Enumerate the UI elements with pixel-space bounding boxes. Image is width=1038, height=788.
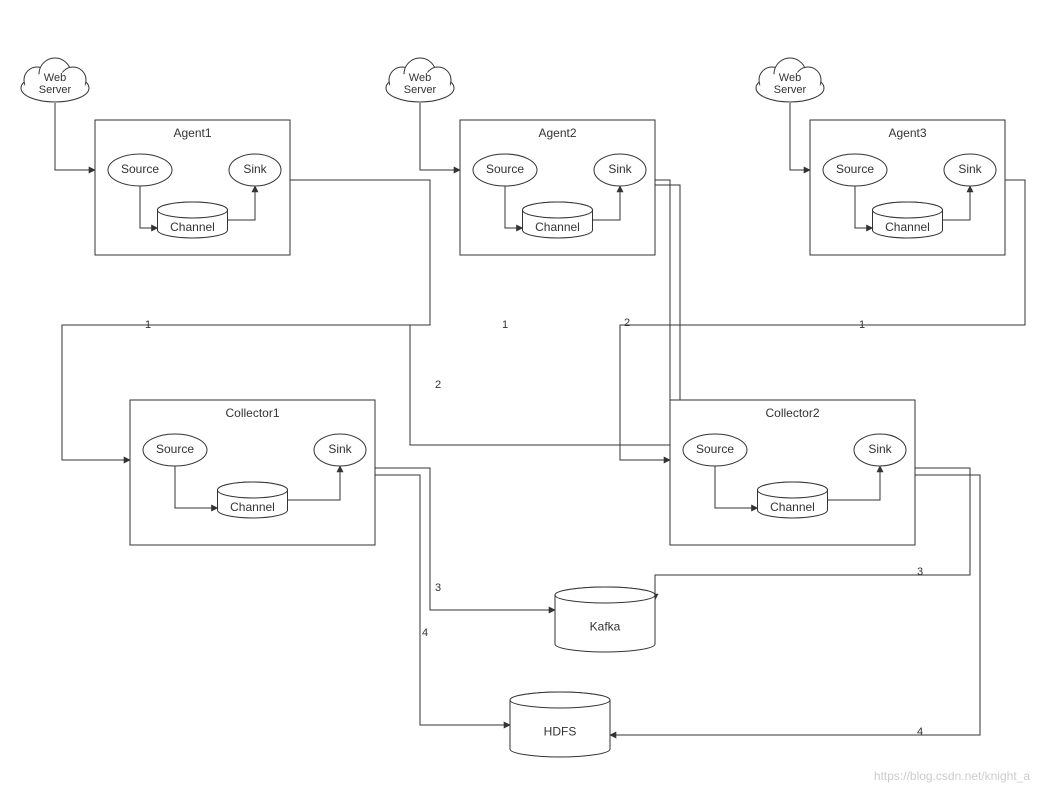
source: Source [108, 154, 172, 186]
sink-label: Sink [328, 442, 352, 456]
edge-label-4: 2 [435, 379, 441, 391]
edge-label-8: 4 [917, 726, 923, 738]
watermark: https://blog.csdn.net/knight_a [874, 769, 1030, 783]
edge-label-7: 3 [917, 566, 923, 578]
cylinder-label: Kafka [590, 620, 621, 634]
edge-1 [420, 103, 460, 170]
cylinder-agent1-chan: Channel [158, 202, 228, 238]
source-label: Source [486, 162, 524, 176]
collector-col2: Collector2 Source Sink Channel [670, 400, 915, 545]
agent-agent3: Agent3 Source Sink Channel [810, 120, 1005, 255]
cloud-label: Web [409, 72, 431, 84]
cylinder-agent3-chan: Channel [873, 202, 943, 238]
title: Collector1 [225, 406, 279, 420]
cylinder-label: Channel [170, 220, 215, 234]
edge-label-0: 1 [145, 319, 151, 331]
source-label: Source [696, 442, 734, 456]
source: Source [823, 154, 887, 186]
cloud-label: Web [44, 72, 66, 84]
sink: Sink [594, 154, 646, 186]
source: Source [683, 434, 747, 466]
source-label: Source [156, 442, 194, 456]
edge-0 [55, 103, 95, 170]
source-label: Source [121, 162, 159, 176]
sink-label: Sink [958, 162, 982, 176]
sink: Sink [854, 434, 906, 466]
sink-label: Sink [608, 162, 632, 176]
edge-label-2: 2 [624, 317, 630, 329]
edge-8 [375, 475, 510, 725]
cylinder-label: HDFS [544, 725, 577, 739]
edge-label-5: 3 [435, 582, 441, 594]
cloud-label: Server [39, 84, 72, 96]
sink: Sink [944, 154, 996, 186]
cloud-web1: WebServer [21, 58, 89, 102]
source-label: Source [836, 162, 874, 176]
sink: Sink [229, 154, 281, 186]
agent-agent1: Agent1 Source Sink Channel [95, 120, 290, 255]
title: Agent2 [538, 126, 576, 140]
cylinder-col1-chan: Channel [218, 482, 288, 518]
cloud-label: Web [779, 72, 801, 84]
cloud-web2: WebServer [386, 58, 454, 102]
source: Source [143, 434, 207, 466]
edge-label-1: 1 [502, 319, 508, 331]
cylinder-col2-chan: Channel [758, 482, 828, 518]
collector-col1: Collector1 Source Sink Channel [130, 400, 375, 545]
cylinder-agent2-chan: Channel [523, 202, 593, 238]
edge-label-6: 4 [422, 627, 428, 639]
sink-label: Sink [243, 162, 267, 176]
edge-label-3: 1 [859, 319, 865, 331]
cylinder-kafka: Kafka [555, 587, 655, 652]
cylinder-label: Channel [885, 220, 930, 234]
cylinder-label: Channel [535, 220, 580, 234]
edge-2 [790, 103, 810, 170]
cloud-label: Server [404, 84, 437, 96]
title: Agent1 [173, 126, 211, 140]
cylinder-label: Channel [770, 500, 815, 514]
cylinder-label: Channel [230, 500, 275, 514]
sink-label: Sink [868, 442, 892, 456]
sink: Sink [314, 434, 366, 466]
cloud-label: Server [774, 84, 807, 96]
agent-agent2: Agent2 Source Sink Channel [460, 120, 655, 255]
title: Collector2 [765, 406, 819, 420]
cloud-web3: WebServer [756, 58, 824, 102]
source: Source [473, 154, 537, 186]
cylinder-hdfs: HDFS [510, 692, 610, 757]
edge-7 [375, 468, 555, 610]
title: Agent3 [888, 126, 926, 140]
